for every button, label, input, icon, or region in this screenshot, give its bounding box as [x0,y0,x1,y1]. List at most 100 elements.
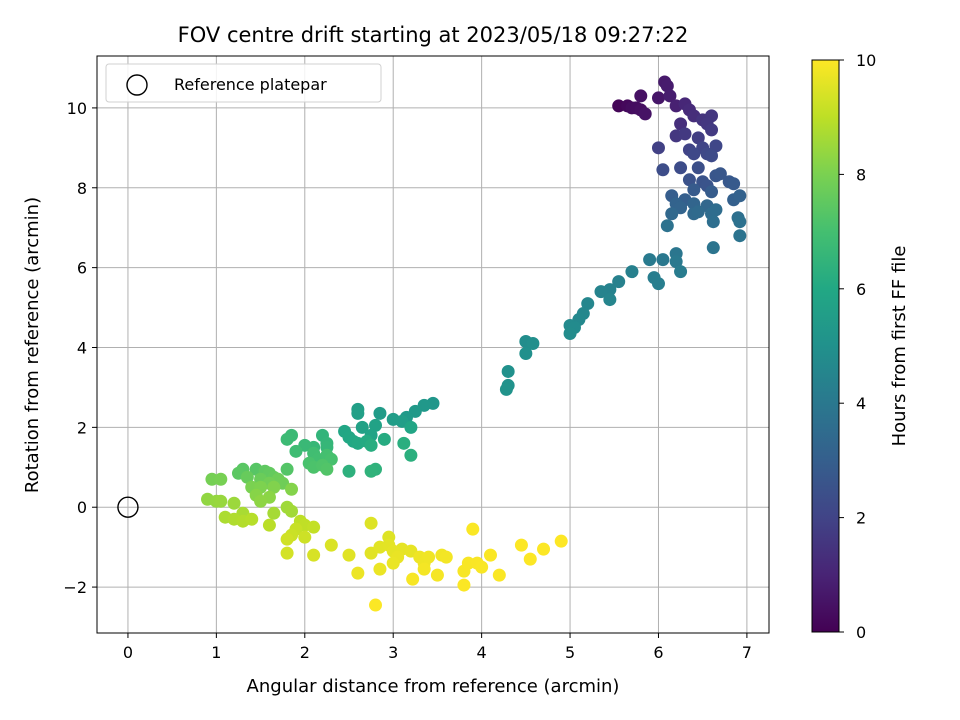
data-point [422,550,436,564]
data-point [660,219,674,233]
data-point [262,518,276,532]
data-point [665,207,679,221]
data-point [691,205,705,219]
data-point [404,420,418,434]
data-point [709,203,723,217]
data-point [709,139,723,153]
reference-marker [117,496,139,518]
x-axis-ticks: 0 1 2 3 4 5 6 7 [123,633,752,662]
data-point [643,253,657,267]
data-point [245,512,259,526]
data-point [267,480,281,494]
data-point [342,464,356,478]
colorbar-ticks: 0 2 4 6 8 10 [839,51,876,642]
data-point [240,470,254,484]
y-tick-label: 2 [77,418,87,437]
data-point [594,285,608,299]
data-point [324,538,338,552]
colorbar-tick-label: 4 [856,394,866,413]
data-point [492,568,506,582]
data-point [678,127,692,141]
colorbar: 0 2 4 6 8 10 Hours from first FF file [811,51,910,642]
data-point [713,167,727,181]
data-point [254,494,268,508]
data-point [364,464,378,478]
data-point [682,173,696,187]
legend-box [105,63,382,103]
y-tick-label: 8 [77,179,87,198]
x-tick-label: 6 [653,643,663,662]
y-tick-label: 0 [77,498,87,517]
data-point [369,418,383,432]
x-tick-label: 5 [565,643,575,662]
chart-title: FOV centre drift starting at 2023/05/18 … [178,23,689,47]
data-point [669,255,683,269]
data-point [519,346,533,360]
colorbar-tick-label: 8 [856,165,866,184]
y-tick-label: −2 [63,578,87,597]
data-point [377,432,391,446]
data-point [307,548,321,562]
data-point [404,448,418,462]
data-point [373,562,387,576]
data-point [603,293,617,307]
data-point [706,241,720,255]
data-point [526,337,540,351]
data-point [289,444,303,458]
data-point [320,462,334,476]
data-point [674,161,688,175]
data-point [501,364,515,378]
data-point [691,161,705,175]
data-point [280,432,294,446]
x-tick-label: 4 [477,643,487,662]
data-point [351,406,365,420]
colorbar-tick-label: 2 [856,509,866,528]
data-point [386,556,400,570]
y-tick-label: 6 [77,259,87,278]
data-point [475,560,489,574]
data-point [267,506,281,520]
data-point [307,520,321,534]
y-axis-ticks: −2 0 2 4 6 8 10 [63,99,97,597]
data-point [625,265,639,279]
colorbar-tick-label: 0 [856,623,866,642]
data-point [351,566,365,580]
colorbar-tick-label: 6 [856,280,866,299]
x-tick-label: 2 [300,643,310,662]
data-point [651,141,665,155]
y-axis-label: Rotation from reference (arcmin) [22,197,43,493]
data-point [705,123,719,137]
data-point [342,548,356,562]
data-point [554,534,568,548]
x-axis-label: Angular distance from reference (arcmin) [247,676,620,697]
data-point [466,522,480,536]
x-tick-label: 3 [388,643,398,662]
data-point [612,275,626,289]
colorbar-gradient [812,60,839,632]
colorbar-frame [811,59,840,633]
legend: Reference platepar [105,63,382,103]
data-point [430,568,444,582]
data-point [581,297,595,311]
data-point [733,215,747,229]
data-point [523,552,537,566]
data-point [280,462,294,476]
data-point [417,562,431,576]
data-point [674,117,688,131]
data-point [514,538,528,552]
data-point [364,516,378,530]
data-point [727,177,741,191]
x-tick-label: 7 [742,643,752,662]
data-point [457,578,471,592]
data-point [280,546,294,560]
colorbar-label: Hours from first FF file [889,246,910,447]
data-point [656,163,670,177]
data-point [651,277,665,291]
data-point [660,79,674,93]
data-point [651,91,665,105]
data-point [483,548,497,562]
data-point [656,253,670,267]
data-point [397,436,411,450]
data-point [634,89,648,103]
data-point [705,149,719,163]
